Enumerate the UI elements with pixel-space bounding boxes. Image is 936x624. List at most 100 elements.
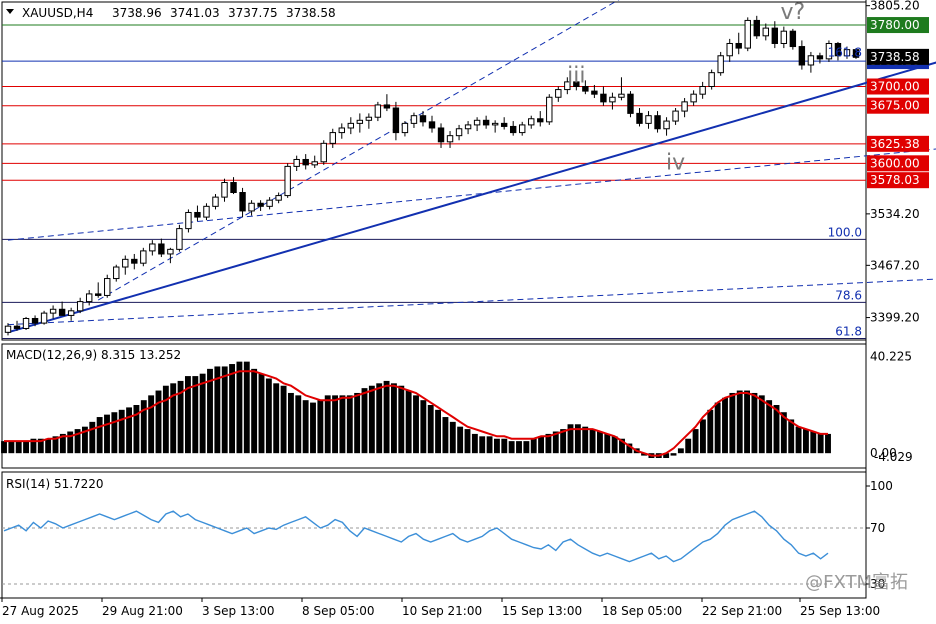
rsi-tick-label-2: 30 (870, 577, 885, 591)
candle (392, 101, 400, 141)
dropdown-triangle-icon[interactable] (6, 9, 14, 14)
candle-body (185, 211, 192, 230)
candle-body (140, 250, 147, 264)
candle-body (40, 312, 48, 324)
candle (410, 112, 418, 128)
candle (708, 69, 715, 90)
macd-bar (825, 433, 831, 454)
trendline-0 (7, 61, 936, 334)
candle-body (455, 128, 463, 137)
macd-bar (736, 390, 743, 454)
candle (455, 124, 463, 141)
candle-body (555, 89, 562, 98)
macd-bar (435, 409, 442, 454)
candle (113, 264, 120, 282)
macd-bar (155, 390, 162, 454)
macd-bar (611, 436, 618, 454)
candle (95, 282, 102, 298)
macd-bar (126, 407, 133, 454)
macd-bar (449, 421, 456, 454)
macd-bar (23, 441, 30, 454)
candle-body (807, 55, 815, 66)
candle (67, 307, 75, 321)
price-level-tag-6 (867, 172, 929, 189)
candle (528, 115, 535, 129)
macd-bar (368, 385, 375, 454)
candle-body (293, 158, 300, 167)
candle-body (221, 182, 228, 198)
candle (500, 117, 508, 130)
candle-body (672, 110, 679, 122)
candle-body (834, 42, 842, 57)
candle (13, 320, 21, 331)
macd-bar (184, 376, 191, 454)
price-level-tag-3 (867, 97, 929, 114)
candle (194, 205, 201, 221)
candle (140, 247, 147, 267)
candle-body (176, 228, 183, 250)
candle (464, 121, 472, 135)
price-level-tag-4 (867, 135, 929, 152)
macd-bar (427, 405, 434, 454)
candle (266, 197, 273, 210)
x-tick-label-1: 29 Aug 21:00 (102, 604, 183, 618)
candle (753, 15, 760, 39)
macd-bar (67, 431, 74, 454)
rsi-panel-frame (1, 471, 867, 599)
candle (717, 51, 724, 76)
macd-bar (192, 376, 199, 454)
candle-body (85, 293, 93, 303)
macd-bar (420, 400, 427, 454)
candle-body (528, 118, 535, 126)
rsi-title: RSI(14) 51.7220 (6, 477, 104, 491)
grid-layer (1, 0, 867, 599)
candle (582, 80, 589, 95)
candle (798, 40, 806, 70)
macd-bar (74, 429, 81, 454)
candle (365, 113, 373, 129)
trendline-2 (7, 278, 936, 326)
candle (329, 128, 336, 148)
rsi-tick-label-0: 100 (870, 479, 893, 493)
macd-bar (663, 453, 670, 458)
macd-bar (405, 390, 412, 454)
candle (212, 194, 219, 210)
candle (780, 26, 788, 49)
x-tick-label-3: 8 Sep 05:00 (302, 604, 374, 618)
price-tick-label-2: 3467.20 (870, 258, 920, 272)
candle (248, 200, 255, 216)
macd-bar (744, 390, 751, 454)
ohlc-low: 3737.75 (228, 6, 278, 20)
price-level-label-0: 3780.00 (870, 18, 920, 32)
candle-body (762, 27, 769, 37)
macd-bar (729, 392, 736, 454)
macd-tick-label-extra: -4.029 (874, 450, 913, 464)
candle-body (4, 325, 12, 333)
candle (158, 238, 165, 258)
macd-bar (170, 383, 177, 454)
fib-label-0: 161.8 (828, 46, 862, 60)
macd-bar (346, 395, 353, 454)
candle-body (158, 243, 165, 255)
candle-body (573, 81, 580, 87)
macd-bar (258, 373, 265, 454)
candle-body (464, 124, 472, 130)
candle-body (329, 132, 336, 144)
candle-body (491, 122, 499, 126)
candle-body (356, 119, 364, 124)
macd-bar (464, 429, 471, 454)
macd-bar (1, 441, 7, 454)
macd-bar (8, 441, 15, 454)
macd-layer (1, 361, 831, 458)
candle (4, 323, 12, 336)
candle (816, 52, 824, 64)
candle-body (618, 93, 625, 98)
candle (311, 155, 318, 168)
macd-bar (214, 366, 221, 454)
candle (131, 253, 138, 270)
candle-body (203, 205, 210, 218)
macd-bar (471, 433, 478, 454)
candle-body (708, 72, 715, 88)
candle-body (519, 124, 526, 134)
